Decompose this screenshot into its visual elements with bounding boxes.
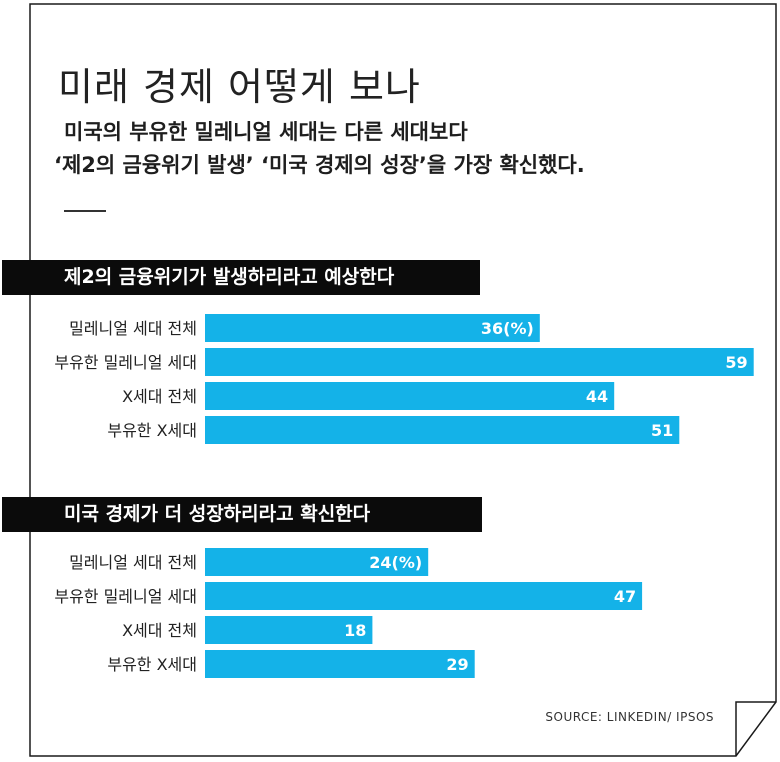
category-label: 부유한 밀레니얼 세대 bbox=[54, 353, 197, 372]
value-label: 29 bbox=[446, 655, 468, 674]
bar-3 bbox=[205, 616, 373, 644]
value-label: 59 bbox=[725, 353, 747, 372]
page-title: 미래 경제 어떻게 보나 bbox=[58, 65, 421, 109]
bar-1 bbox=[205, 314, 540, 342]
bar-3 bbox=[205, 382, 615, 410]
subtitle-line-1: 미국의 부유한 밀레니얼 세대는 다른 세대보다 bbox=[64, 120, 468, 144]
value-label: 47 bbox=[614, 587, 636, 606]
value-label: 24(%) bbox=[369, 553, 422, 572]
bar-2 bbox=[205, 582, 643, 610]
category-label: 부유한 X세대 bbox=[107, 421, 197, 440]
category-label: 밀레니얼 세대 전체 bbox=[69, 553, 197, 572]
subtitle-line-2: ‘제2의 금융위기 발생’ ‘미국 경제의 성장’을 가장 확신했다. bbox=[54, 153, 585, 177]
chart1-bars: 밀레니얼 세대 전체 36(%) 부유한 밀레니얼 세대 59 X세대 전체 44 부유한 … bbox=[54, 314, 754, 444]
category-label: X세대 전체 bbox=[122, 387, 197, 406]
value-label: 44 bbox=[586, 387, 608, 406]
subtitle: 미국의 부유한 밀레니얼 세대는 다른 세대보다 ‘제2의 금융위기 발생’ ‘… bbox=[54, 116, 585, 182]
bar-4 bbox=[205, 416, 680, 444]
category-label: 부유한 X세대 bbox=[107, 655, 197, 674]
value-label: 36(%) bbox=[481, 319, 534, 338]
divider-rule bbox=[64, 210, 106, 212]
bar-1 bbox=[205, 548, 429, 576]
value-label: 18 bbox=[344, 621, 366, 640]
bar-4 bbox=[205, 650, 475, 678]
chart2-header: 미국 경제가 더 성장하리라고 확신한다 bbox=[2, 497, 482, 532]
chart1-header: 제2의 금융위기가 발생하리라고 예상한다 bbox=[2, 260, 480, 295]
value-label: 51 bbox=[651, 421, 673, 440]
category-label: X세대 전체 bbox=[122, 621, 197, 640]
chart2-bars: 밀레니얼 세대 전체 24(%) 부유한 밀레니얼 세대 47 X세대 전체 18 부유한 … bbox=[54, 548, 643, 678]
category-label: 밀레니얼 세대 전체 bbox=[69, 319, 197, 338]
category-label: 부유한 밀레니얼 세대 bbox=[54, 587, 197, 606]
source-note: SOURCE: LINKEDIN/ IPSOS bbox=[545, 710, 714, 724]
bar-2 bbox=[205, 348, 754, 376]
